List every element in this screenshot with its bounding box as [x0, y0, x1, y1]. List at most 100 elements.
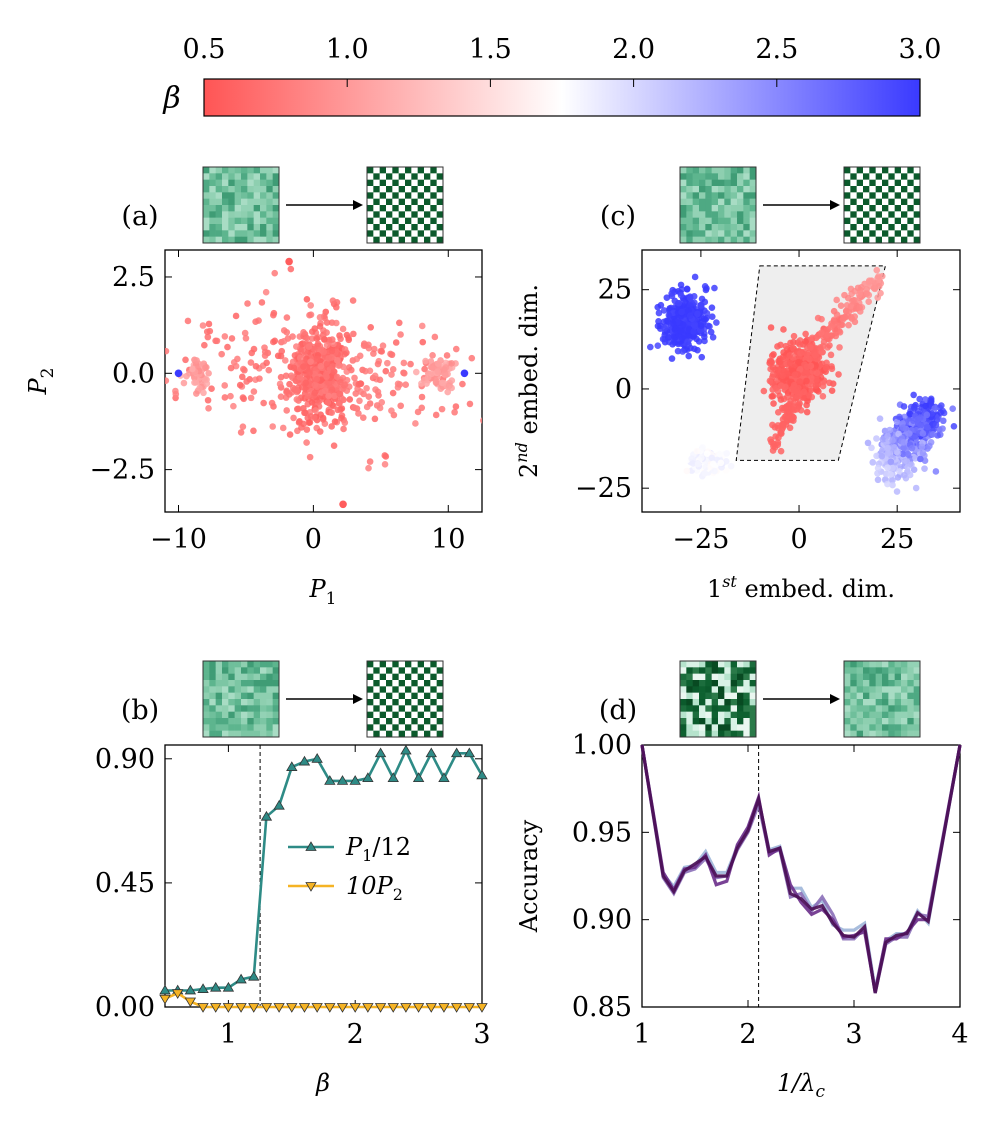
lattice-cell [241, 680, 248, 687]
lattice-cell [241, 661, 248, 668]
lattice-cell [699, 711, 706, 719]
lattice-cell [894, 224, 902, 231]
lattice-cell [743, 699, 750, 706]
lattice-cell [882, 186, 889, 193]
lattice-cell [203, 179, 210, 187]
lattice-cell [241, 167, 248, 174]
scatter-point [343, 387, 351, 394]
lattice-cell [272, 667, 280, 674]
scatter-point [916, 395, 923, 403]
lattice-cell [392, 217, 399, 225]
lattice-cell [253, 167, 261, 174]
lattice-cell [405, 186, 412, 193]
lattice-cell [724, 673, 731, 681]
lattice-cell [888, 718, 895, 725]
lattice-cell [373, 179, 380, 187]
scatter-point [296, 418, 303, 425]
data-marker [273, 799, 285, 810]
scatter-point [468, 354, 476, 362]
scatter-point [923, 411, 931, 419]
lattice-cell [856, 673, 864, 681]
scatter-point [382, 367, 390, 375]
scatter-point [803, 377, 810, 385]
lattice-cell [260, 686, 267, 693]
scatter-point [208, 385, 215, 393]
lattice-cell [405, 198, 412, 206]
lattice-cell [894, 686, 902, 693]
scatter-point [227, 392, 234, 400]
scatter-point [690, 333, 698, 340]
lattice-cell [405, 211, 412, 218]
lattice-cell [215, 673, 223, 681]
scatter-point [669, 341, 676, 348]
scatter-point [305, 343, 313, 350]
lattice-cell [730, 667, 738, 674]
lattice-cell [253, 217, 261, 225]
lattice-cell [850, 173, 857, 180]
lattice-cell [209, 692, 216, 700]
lattice-cell [888, 205, 895, 212]
scatter-point [381, 461, 389, 468]
series-p2 [159, 989, 488, 1013]
lattice-cell [737, 167, 744, 174]
lattice-cell [398, 667, 406, 674]
lattice-cell [203, 211, 210, 218]
scatter-point [379, 342, 387, 350]
scatter-point [328, 423, 335, 430]
data-marker [171, 989, 184, 999]
lattice-cell [411, 718, 418, 725]
scatter-point [250, 427, 257, 435]
scatter-point [780, 349, 787, 356]
lattice-cell [436, 167, 444, 174]
legend-label-sub: 2 [393, 885, 403, 904]
lattice-cell [405, 730, 412, 738]
lattice-cell [241, 192, 248, 199]
scatter-point [262, 288, 270, 296]
lattice-cell [398, 673, 406, 681]
scatter-point [823, 359, 830, 367]
lattice-cell [724, 186, 731, 193]
lattice-cell [379, 705, 387, 712]
lattice-cell [215, 680, 223, 687]
lattice-cell [907, 173, 914, 180]
y-tick-label: 0.00 [95, 992, 155, 1023]
lattice-cell [680, 167, 687, 174]
lattice-cell [215, 179, 223, 187]
lattice-cell [705, 167, 712, 174]
lattice-cell [882, 236, 889, 244]
lattice-cell [228, 705, 235, 712]
lattice-cell [398, 680, 406, 687]
lattice-cell [209, 205, 216, 212]
lattice-cell [228, 236, 235, 244]
scatter-point [683, 467, 691, 475]
scatter-point [392, 339, 400, 346]
lattice-cell [711, 673, 719, 681]
lattice-cell [411, 224, 418, 231]
data-marker [450, 747, 463, 758]
lattice-cell [266, 236, 273, 244]
scatter-point [887, 471, 894, 478]
lattice-cell [417, 711, 425, 719]
scatter-point [780, 420, 787, 428]
lattice-cell [392, 686, 399, 693]
lattice-cell [913, 167, 921, 174]
lattice-cell [730, 167, 738, 174]
scatter-point [670, 320, 677, 328]
lattice-cell [260, 680, 267, 687]
scatter-point [837, 321, 845, 328]
lattice-cell [228, 217, 235, 225]
scatter-point [325, 392, 332, 400]
scatter-point [440, 366, 448, 373]
lattice-cell [272, 730, 280, 738]
scatter-point [908, 461, 915, 468]
lattice-cell [686, 173, 693, 180]
thumbnail-pair-c [679, 166, 921, 244]
lattice-cell [743, 667, 750, 674]
lattice-cell [875, 236, 883, 244]
lattice-cell [743, 167, 750, 174]
lattice-cell [215, 192, 223, 199]
lattice-cell [875, 718, 883, 725]
lattice-cell [266, 224, 273, 231]
lattice-cell [260, 705, 267, 712]
data-marker [412, 772, 425, 782]
